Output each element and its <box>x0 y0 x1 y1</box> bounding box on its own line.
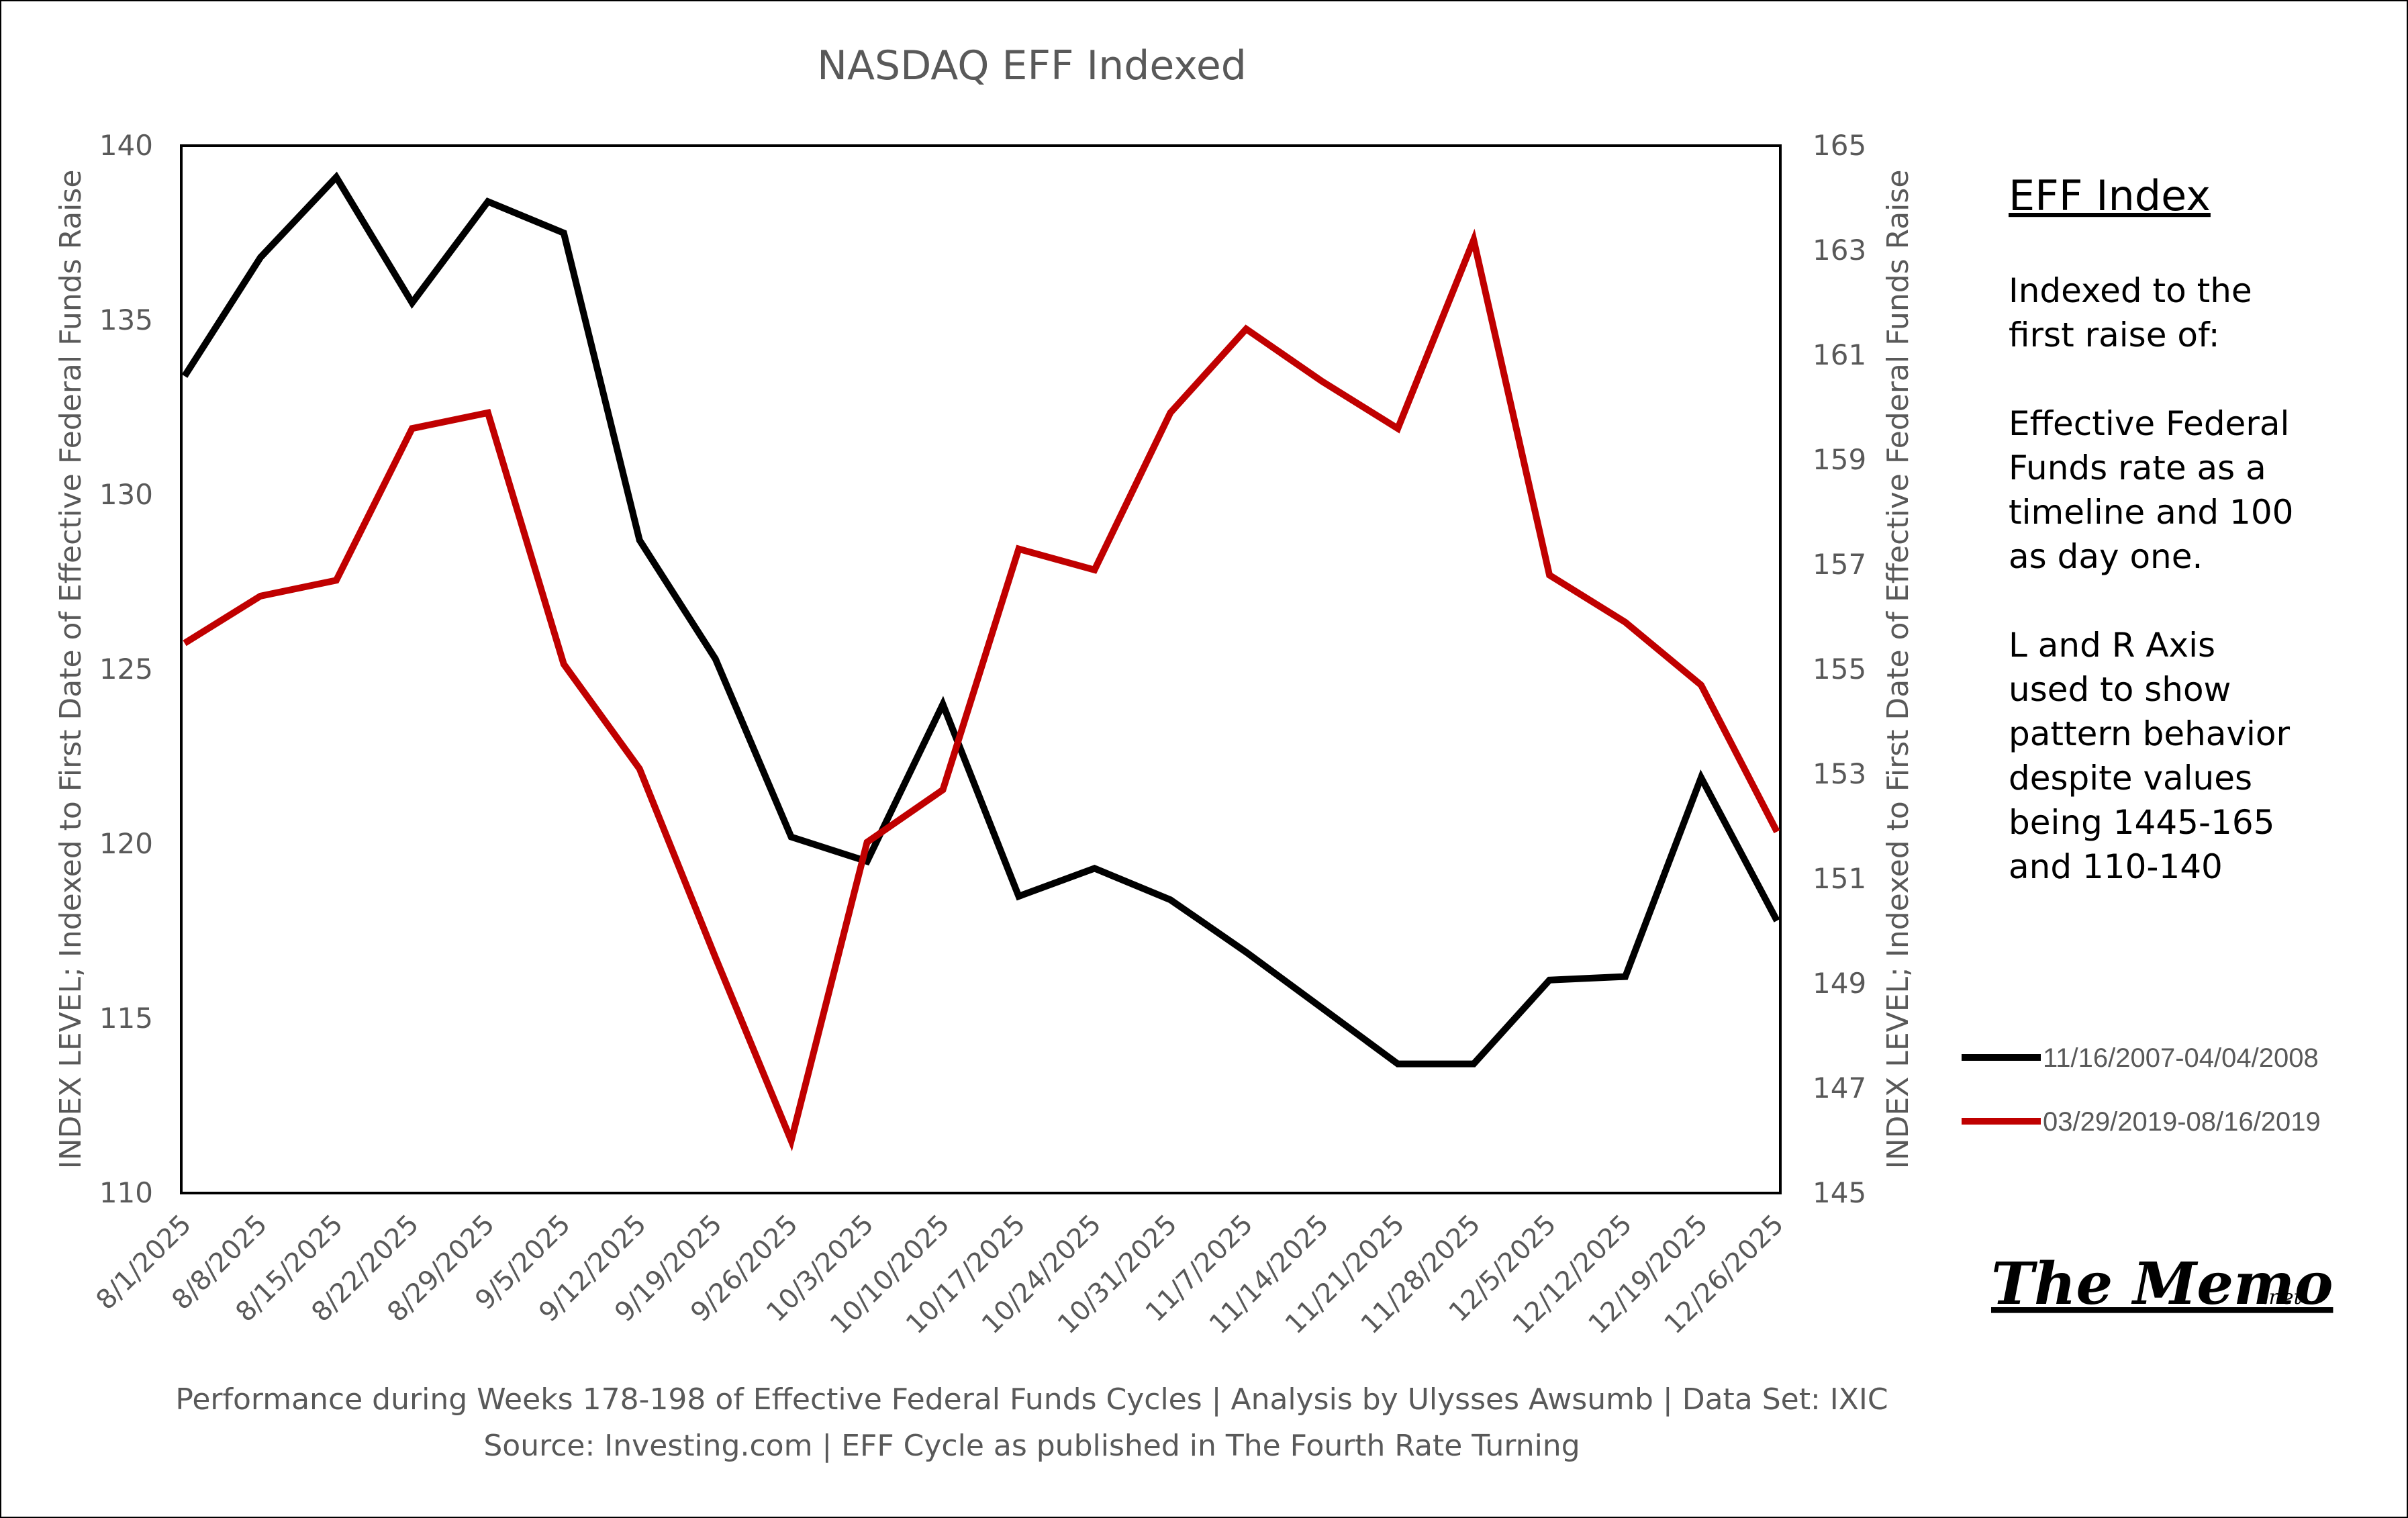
side-note-line: used to show <box>2009 670 2231 709</box>
logo-the-memo: The Memo <box>1991 1250 2333 1318</box>
right-tick-label: 145 <box>1813 1176 1866 1209</box>
side-note-text: Indexed to the first raise of: Effective F… <box>2009 271 2294 886</box>
left-axis-ticks: 110 115 120 125 130 135 140 <box>99 129 153 1209</box>
left-tick-label: 120 <box>99 827 153 860</box>
right-axis-ticks: 145 147 149 151 153 155 157 159 161 163 165 <box>1813 129 1866 1209</box>
left-tick-label: 110 <box>99 1176 153 1209</box>
right-tick-label: 157 <box>1813 548 1866 581</box>
left-tick-label: 135 <box>99 303 153 336</box>
right-axis-label: INDEX LEVEL; Indexed to First Date of Ef… <box>1881 170 1915 1170</box>
legend-label-2: 03/29/2019-08/16/2019 <box>2043 1107 2321 1137</box>
plot-area <box>180 144 1782 1194</box>
left-tick-label: 115 <box>99 1002 153 1035</box>
legend: 11/16/2007-04/04/2008 03/29/2019-08/16/20… <box>1962 1043 2321 1137</box>
right-tick-label: 155 <box>1813 653 1866 685</box>
footer-line-2: Source: Investing.com | EFF Cycle as pub… <box>483 1429 1580 1463</box>
side-note-line: timeline and 100 <box>2009 493 2294 532</box>
side-note-line: pattern behavior <box>2009 714 2291 753</box>
right-tick-label: 149 <box>1813 967 1866 1000</box>
right-tick-label: 161 <box>1813 338 1866 371</box>
side-note-line: despite values <box>2009 759 2252 798</box>
side-note-line: being 1445-165 <box>2009 803 2274 842</box>
side-note-line: Indexed to the <box>2009 271 2252 310</box>
side-note-line: as day one. <box>2009 537 2203 576</box>
left-tick-label: 140 <box>99 129 153 162</box>
chart-title: NASDAQ EFF Indexed <box>817 42 1247 89</box>
series-line-2 <box>183 228 1780 1151</box>
left-tick-label: 125 <box>99 653 153 685</box>
side-note-line: first raise of: <box>2009 316 2220 354</box>
side-note-line: Effective Federal <box>2009 404 2289 443</box>
right-tick-label: 159 <box>1813 443 1866 476</box>
logo-net-suffix: .net <box>2262 1286 2303 1309</box>
right-tick-label: 147 <box>1813 1072 1866 1104</box>
side-note-line: Funds rate as a <box>2009 448 2266 487</box>
legend-label-1: 11/16/2007-04/04/2008 <box>2043 1043 2319 1073</box>
series-line-1 <box>181 171 1780 1068</box>
side-note-line: L and R Axis <box>2009 626 2215 665</box>
right-tick-label: 151 <box>1813 862 1866 895</box>
footer-line-1: Performance during Weeks 178-198 of Effe… <box>175 1382 1888 1417</box>
x-axis-ticks: 8/1/20258/8/20258/15/20258/22/20258/29/2… <box>91 1209 1790 1341</box>
right-tick-label: 165 <box>1813 129 1866 162</box>
left-axis-label: INDEX LEVEL; Indexed to First Date of Ef… <box>54 170 88 1170</box>
series-layer <box>181 171 1780 1151</box>
side-note-line: and 110-140 <box>2009 847 2223 886</box>
right-tick-label: 153 <box>1813 757 1866 790</box>
left-tick-label: 130 <box>99 478 153 511</box>
side-note-heading: EFF Index <box>2009 171 2211 220</box>
right-tick-label: 163 <box>1813 234 1866 267</box>
